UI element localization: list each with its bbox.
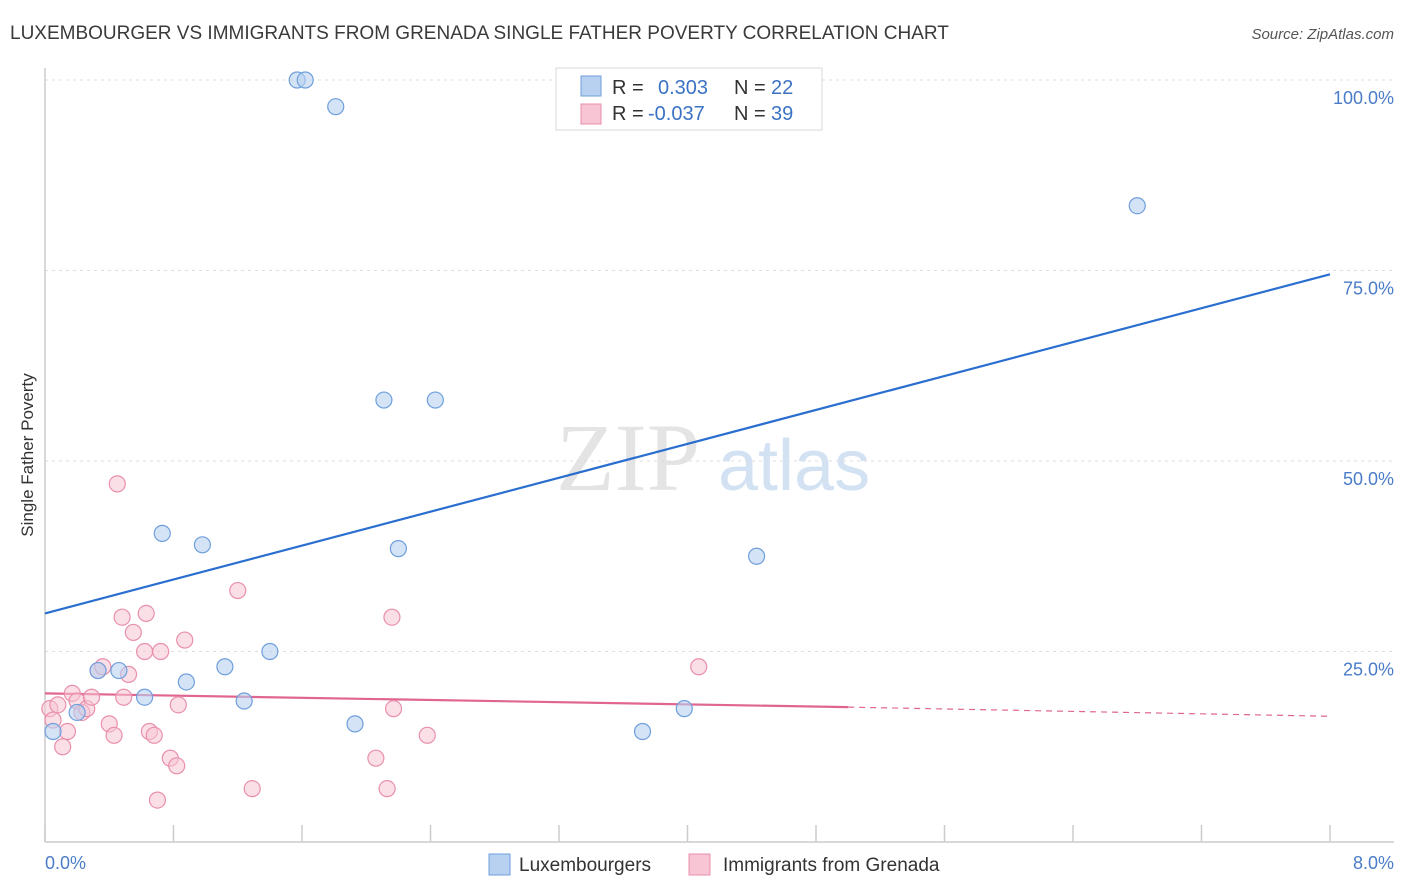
point-grenada: [229, 581, 247, 600]
legend-swatch-luxembourgers: [580, 75, 602, 97]
y-tick-label: 50.0%: [1343, 469, 1394, 489]
point-grenada: [82, 688, 101, 706]
y-axis-title: Single Father Poverty: [18, 373, 37, 537]
y-tick-label: 75.0%: [1343, 279, 1394, 299]
trend-lines: [44, 273, 1331, 717]
point-grenada: [378, 780, 396, 798]
watermark-zip: ZIP: [556, 404, 700, 511]
point-luxembourgers: [193, 536, 212, 554]
y-tick-label: 25.0%: [1343, 660, 1394, 680]
point-luxembourgers: [296, 71, 314, 89]
point-grenada: [137, 604, 155, 623]
data-points: [41, 71, 1146, 809]
point-luxembourgers: [327, 98, 345, 116]
point-grenada: [145, 726, 163, 744]
point-luxembourgers: [426, 391, 444, 409]
x-axis-ticks: [44, 825, 1331, 842]
point-grenada: [168, 757, 186, 775]
point-luxembourgers: [235, 692, 253, 710]
point-grenada: [169, 696, 187, 714]
point-grenada: [115, 688, 133, 706]
legend-n-value-2: 39: [771, 103, 793, 125]
x-tick-label-min: 0.0%: [45, 853, 86, 873]
point-luxembourgers: [1128, 197, 1146, 215]
legend-r-value-1: 0.303: [658, 77, 708, 99]
point-grenada: [49, 696, 67, 714]
stats-legend: R = 0.303 N = 22 R = -0.037 N = 39: [555, 67, 823, 131]
bottom-legend-label-luxembourgers: Luxembourgers: [519, 855, 651, 876]
legend-swatch-grenada: [580, 103, 602, 125]
point-grenada: [152, 642, 170, 661]
trend-line-luxembourgers: [44, 273, 1331, 615]
point-luxembourgers: [675, 700, 693, 718]
point-luxembourgers: [346, 715, 364, 733]
point-grenada: [383, 608, 401, 626]
legend-r-label-1: R =: [612, 77, 644, 99]
legend-n-value-1: 22: [771, 77, 793, 99]
watermark-atlas: atlas: [718, 426, 870, 506]
point-luxembourgers: [110, 661, 128, 680]
point-luxembourgers: [135, 688, 154, 706]
y-tick-labels: 25.0% 50.0% 75.0% 100.0%: [1333, 88, 1394, 680]
trend-line-grenada-extrapolated: [848, 706, 1331, 717]
bottom-legend-swatch-luxembourgers: [488, 853, 511, 876]
point-grenada: [105, 726, 123, 744]
x-tick-label-max: 8.0%: [1353, 853, 1394, 873]
point-grenada: [418, 726, 436, 744]
point-luxembourgers: [153, 524, 171, 542]
legend-n-label-1: N =: [734, 77, 766, 99]
point-luxembourgers: [89, 661, 107, 680]
point-grenada: [108, 475, 126, 493]
legend-r-label-2: R =: [612, 103, 644, 125]
point-grenada: [135, 642, 154, 661]
point-luxembourgers: [389, 540, 407, 558]
point-grenada: [384, 700, 403, 718]
series-legend: Luxembourgers Immigrants from Grenada: [488, 853, 940, 876]
point-luxembourgers: [68, 703, 86, 722]
point-grenada: [176, 631, 194, 649]
legend-r-value-2: -0.037: [648, 103, 705, 125]
legend-n-label-2: N =: [734, 103, 766, 125]
point-luxembourgers: [747, 547, 766, 565]
point-luxembourgers: [261, 642, 279, 661]
trend-line-grenada: [44, 692, 849, 709]
gridlines: [45, 79, 1394, 652]
point-luxembourgers: [375, 391, 393, 409]
point-grenada: [54, 738, 72, 756]
point-grenada: [124, 623, 142, 642]
point-grenada: [58, 722, 77, 741]
point-luxembourgers: [216, 658, 234, 676]
point-grenada: [690, 658, 708, 676]
point-grenada: [148, 791, 167, 809]
bottom-legend-label-grenada: Immigrants from Grenada: [723, 855, 940, 876]
point-grenada: [367, 749, 385, 767]
source-label: Source: ZipAtlas.com: [1251, 26, 1394, 43]
y-tick-label: 100.0%: [1333, 88, 1394, 108]
point-luxembourgers: [44, 722, 62, 741]
point-luxembourgers: [633, 722, 652, 741]
point-grenada: [243, 780, 261, 798]
point-luxembourgers: [177, 673, 195, 691]
bottom-legend-swatch-grenada: [688, 853, 711, 876]
point-grenada: [113, 608, 131, 626]
chart-title: LUXEMBOURGER VS IMMIGRANTS FROM GRENADA …: [10, 23, 949, 44]
